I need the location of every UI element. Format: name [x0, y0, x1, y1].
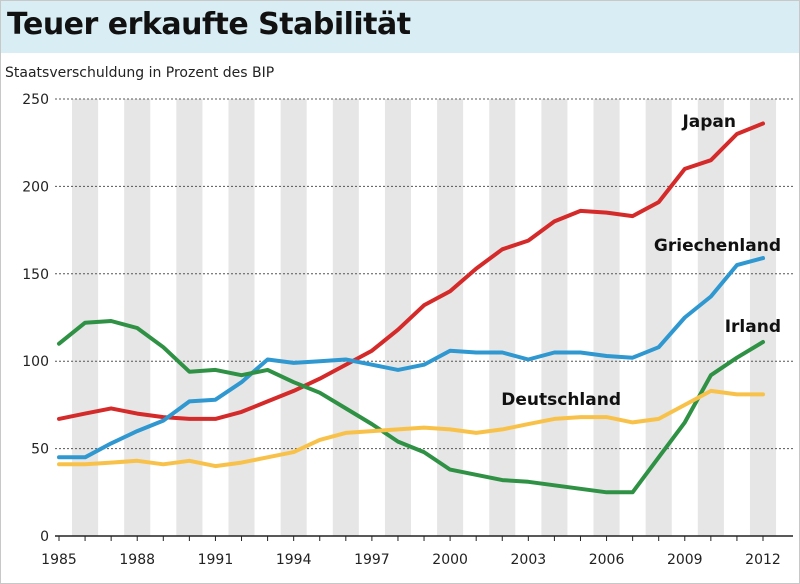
year-band [749, 99, 777, 536]
year-band [384, 99, 411, 536]
year-band [280, 99, 307, 536]
year-band [176, 99, 203, 536]
series-line-deutschland [57, 388, 765, 469]
x-tick-label: 1985 [41, 552, 77, 568]
y-tick-label: 50 [31, 442, 49, 458]
y-tick-label: 250 [22, 92, 49, 108]
chart-title: Teuer erkaufte Stabilität [7, 7, 411, 42]
y-tick-label: 0 [40, 529, 49, 545]
year-band [697, 99, 724, 536]
x-tick-label: 2006 [589, 552, 625, 568]
year-band [593, 99, 620, 536]
series-line-japan [57, 121, 765, 421]
title-bar: Teuer erkaufte Stabilität [1, 1, 799, 53]
year-band [541, 99, 568, 536]
chart-subtitle: Staatsverschuldung in Prozent des BIP [5, 65, 275, 81]
x-tick-label: 2009 [667, 552, 703, 568]
year-band [72, 99, 99, 536]
series-line-irland [57, 319, 765, 495]
series-label-japan: Japan [681, 112, 736, 132]
x-tick-label: 1988 [119, 552, 155, 568]
x-tick-label: 2003 [511, 552, 547, 568]
series-label-deutschland: Deutschland [501, 390, 621, 410]
series-line-griechenland [57, 256, 765, 460]
x-tick-label: 1997 [354, 552, 390, 568]
year-band [124, 99, 151, 536]
series-label-irland: Irland [725, 317, 781, 337]
x-tick-label: 1994 [276, 552, 312, 568]
y-tick-label: 100 [22, 354, 49, 370]
series-label-griechenland: Griechenland [654, 236, 781, 256]
x-tick-label: 2012 [745, 552, 781, 568]
year-band [489, 99, 516, 536]
x-tick-label: 1991 [198, 552, 234, 568]
year-band [332, 99, 359, 536]
y-tick-label: 200 [22, 179, 49, 195]
y-tick-label: 150 [22, 267, 49, 283]
x-tick-label: 2000 [432, 552, 468, 568]
year-band [228, 99, 255, 536]
year-band [645, 99, 672, 536]
